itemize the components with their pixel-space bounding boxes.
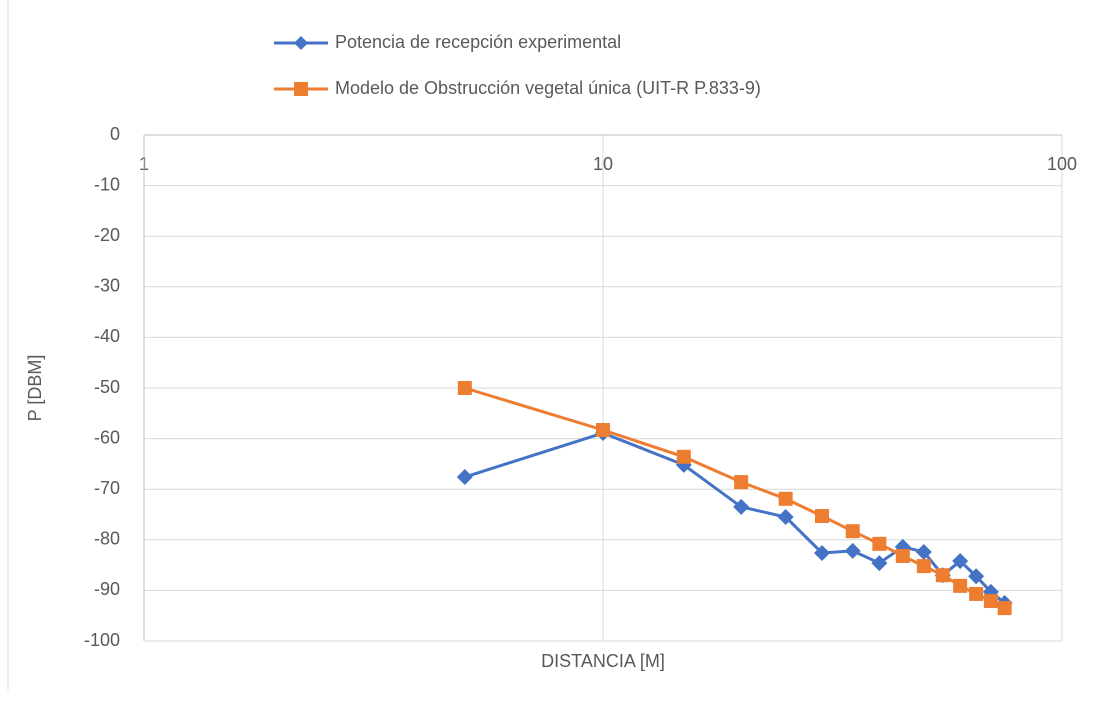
marker — [777, 509, 794, 526]
y-tick-label: -60 — [94, 427, 120, 447]
marker — [871, 555, 888, 572]
y-axis-label: P [DBM] — [25, 355, 45, 422]
legend-marker — [294, 82, 308, 96]
marker — [733, 498, 750, 515]
y-tick-label: -10 — [94, 174, 120, 194]
y-tick-label: -100 — [84, 630, 120, 650]
marker — [997, 601, 1012, 616]
marker — [676, 449, 691, 464]
marker — [845, 524, 860, 539]
y-tick-label: -50 — [94, 377, 120, 397]
y-tick-label: -90 — [94, 579, 120, 599]
x-tick-label: 10 — [593, 154, 613, 174]
marker — [935, 568, 950, 583]
y-tick-label: 0 — [110, 124, 120, 144]
marker — [813, 544, 830, 561]
series-line — [464, 386, 1006, 610]
legend-label: Potencia de recepción experimental — [335, 32, 621, 52]
marker — [734, 475, 749, 490]
y-tick-label: -30 — [94, 276, 120, 296]
y-tick-label: -80 — [94, 529, 120, 549]
x-axis-label: DISTANCIA [M] — [541, 651, 665, 671]
y-tick-label: -40 — [94, 326, 120, 346]
marker — [969, 586, 984, 601]
marker — [872, 536, 887, 551]
marker — [915, 543, 932, 560]
marker — [983, 594, 998, 609]
y-tick-label: -20 — [94, 225, 120, 245]
marker — [968, 568, 985, 585]
x-tick-label: 100 — [1047, 154, 1077, 174]
series-line — [464, 431, 1006, 605]
marker — [953, 578, 968, 593]
marker — [457, 381, 472, 395]
legend-marker — [294, 36, 308, 50]
marker — [456, 469, 473, 486]
marker — [778, 491, 793, 506]
marker — [895, 548, 910, 563]
marker — [814, 509, 829, 524]
marker — [952, 553, 969, 570]
marker — [916, 559, 931, 574]
marker — [844, 542, 861, 559]
y-tick-label: -70 — [94, 478, 120, 498]
legend-label: Modelo de Obstrucción vegetal única (UIT… — [335, 78, 761, 98]
marker — [596, 422, 610, 437]
